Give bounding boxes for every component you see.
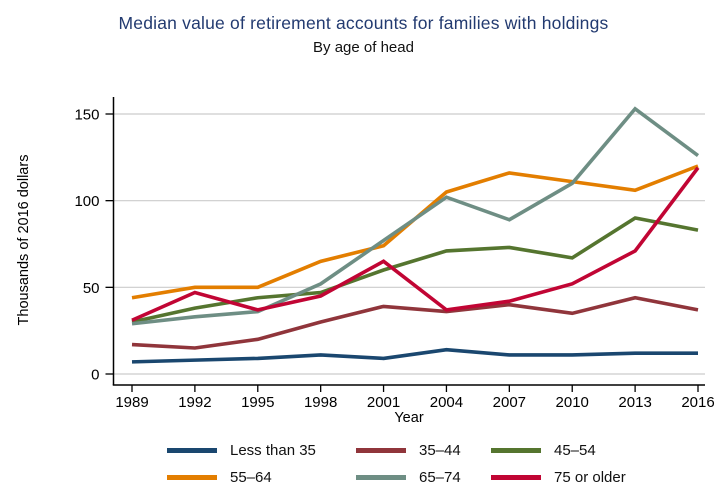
chart-title: Median value of retirement accounts for … xyxy=(118,13,609,33)
y-tick-label: 0 xyxy=(91,367,99,384)
legend-label: 75 or older xyxy=(554,469,626,486)
legend-line-swatch xyxy=(167,448,217,453)
series-line-45-54 xyxy=(131,216,699,324)
x-tick-label: 2016 xyxy=(681,394,714,411)
x-tick-label: 2010 xyxy=(556,394,589,411)
chart-subtitle: By age of head xyxy=(313,39,414,56)
legend-line-swatch xyxy=(167,475,217,480)
legend-item-55-64: 55–64 xyxy=(167,464,356,491)
legend-item-35-44: 35–44 xyxy=(356,437,491,464)
x-axis-title: Year xyxy=(394,410,424,426)
legend-label: 55–64 xyxy=(230,469,272,486)
x-tick-label: 2007 xyxy=(493,394,526,411)
y-tick-label: 100 xyxy=(74,193,99,210)
x-tick-label: 1992 xyxy=(178,394,211,411)
x-tick-label: 1998 xyxy=(304,394,337,411)
legend-label: 45–54 xyxy=(554,442,596,459)
x-tick-label: 1995 xyxy=(241,394,274,411)
x-tick-label: 1989 xyxy=(115,394,148,411)
legend-item-45-54: 45–54 xyxy=(491,437,711,464)
legend-label: 35–44 xyxy=(419,442,461,459)
legend-item-less-than-35: Less than 35 xyxy=(167,437,356,464)
legend-label: 65–74 xyxy=(419,469,461,486)
legend-line-swatch xyxy=(491,448,541,453)
legend-line-swatch xyxy=(491,475,541,480)
legend-label: Less than 35 xyxy=(230,442,316,459)
x-tick-label: 2004 xyxy=(430,394,463,411)
x-tick-label: 2013 xyxy=(618,394,651,411)
legend: Less than 35 35–44 45–54 55–64 65–74 75 or ol… xyxy=(167,437,711,491)
series-line-less-than-35 xyxy=(131,347,698,364)
legend-line-swatch xyxy=(356,448,406,453)
legend-line-swatch xyxy=(356,475,406,480)
y-tick-label: 50 xyxy=(83,280,100,297)
legend-item-65-74: 65–74 xyxy=(356,464,491,491)
y-tick-label: 150 xyxy=(74,107,99,124)
x-tick-label: 2001 xyxy=(367,394,400,411)
legend-item-75-or-older: 75 or older xyxy=(491,464,711,491)
series-line-75-or-older xyxy=(131,166,700,322)
series-line-35-44 xyxy=(131,295,699,350)
series-line-65-74 xyxy=(131,106,700,326)
